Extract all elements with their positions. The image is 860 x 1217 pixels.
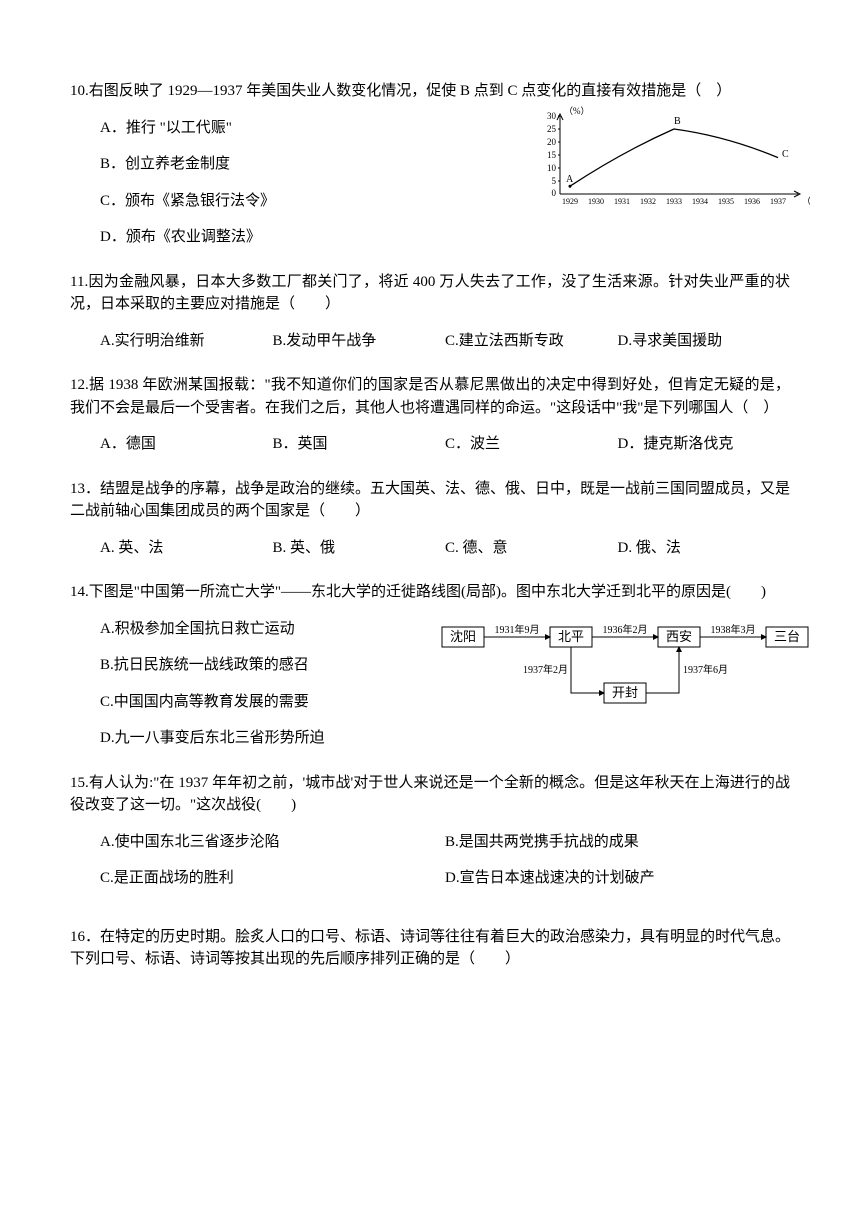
- unemployment-chart: （%） 0 5 10 15 20 25 30 1929 1930 1931: [520, 104, 810, 222]
- option-a: A.实行明治维新: [100, 330, 273, 353]
- question-stem: 11.因为金融风暴，日本大多数工厂都关门了，将近 400 万人失去了工作，没了生…: [70, 271, 790, 316]
- edge-label: 1937年6月: [683, 663, 728, 676]
- y-ticks: 0 5 10 15 20 25 30: [547, 111, 560, 198]
- svg-text:1935: 1935: [718, 197, 734, 206]
- option-b: B.是国共两党携手抗战的成果: [445, 831, 790, 854]
- edge-label: 1938年3月: [711, 623, 756, 636]
- svg-text:1934: 1934: [692, 197, 708, 206]
- options: A.使中国东北三省逐步沦陷 B.是国共两党携手抗战的成果 C.是正面战场的胜利 …: [70, 831, 790, 904]
- svg-text:1931: 1931: [614, 197, 630, 206]
- option-d: D．捷克斯洛伐克: [618, 433, 791, 456]
- option-a: A. 英、法: [100, 537, 273, 560]
- question-stem: 16．在特定的历史时期。脍炙人口的口号、标语、诗词等往往有着巨大的政治感染力，具…: [70, 926, 790, 971]
- svg-text:0: 0: [552, 188, 557, 198]
- question-stem: 10.右图反映了 1929—1937 年美国失业人数变化情况，促使 B 点到 C…: [70, 80, 790, 103]
- point-label-b: B: [674, 116, 681, 127]
- x-axis-label: （年）: [802, 195, 810, 206]
- option-c: C．波兰: [445, 433, 618, 456]
- svg-text:5: 5: [552, 176, 557, 186]
- question-10: 10.右图反映了 1929—1937 年美国失业人数变化情况，促使 B 点到 C…: [70, 80, 790, 249]
- question-stem: 14.下图是"中国第一所流亡大学"——东北大学的迁徙路线图(局部)。图中东北大学…: [70, 581, 790, 604]
- question-11: 11.因为金融风暴，日本大多数工厂都关门了，将近 400 万人失去了工作，没了生…: [70, 271, 790, 353]
- svg-text:1930: 1930: [588, 197, 604, 206]
- option-d: D.宣告日本速战速决的计划破产: [445, 867, 790, 890]
- edge-label: 1937年2月: [523, 663, 568, 676]
- svg-text:25: 25: [547, 124, 557, 134]
- option-c: C. 德、意: [445, 537, 618, 560]
- options: A.实行明治维新 B.发动甲午战争 C.建立法西斯专政 D.寻求美国援助: [70, 330, 790, 353]
- node-beiping: 北平: [558, 629, 584, 644]
- option-a: A．德国: [100, 433, 273, 456]
- option-d: D. 俄、法: [618, 537, 791, 560]
- edge-label: 1936年2月: [603, 623, 648, 636]
- node-santai: 三台: [774, 629, 800, 644]
- line-chart-svg: （%） 0 5 10 15 20 25 30 1929 1930 1931: [520, 104, 810, 214]
- option-b: B.发动甲午战争: [273, 330, 446, 353]
- svg-text:10: 10: [547, 163, 557, 173]
- svg-text:1932: 1932: [640, 197, 656, 206]
- svg-text:1929: 1929: [562, 197, 578, 206]
- svg-text:1936: 1936: [744, 197, 760, 206]
- edge-label: 1931年9月: [495, 623, 540, 636]
- question-15: 15.有人认为:"在 1937 年年初之前，'城市战'对于世人来说还是一个全新的…: [70, 772, 790, 904]
- svg-text:30: 30: [547, 111, 557, 121]
- option-d: D.九一八事变后东北三省形势所迫: [70, 727, 790, 750]
- question-stem: 13．结盟是战争的序幕，战争是政治的继续。五大国英、法、德、俄、日中，既是一战前…: [70, 478, 790, 523]
- svg-text:1933: 1933: [666, 197, 682, 206]
- svg-text:15: 15: [547, 150, 557, 160]
- option-c: C.建立法西斯专政: [445, 330, 618, 353]
- node-shenyang: 沈阳: [450, 629, 476, 644]
- question-stem: 15.有人认为:"在 1937 年年初之前，'城市战'对于世人来说还是一个全新的…: [70, 772, 790, 817]
- node-kaifeng: 开封: [612, 685, 638, 700]
- options: A．德国 B．英国 C．波兰 D．捷克斯洛伐克: [70, 433, 790, 456]
- question-13: 13．结盟是战争的序幕，战争是政治的继续。五大国英、法、德、俄、日中，既是一战前…: [70, 478, 790, 560]
- option-d: D.寻求美国援助: [618, 330, 791, 353]
- question-stem: 12.据 1938 年欧洲某国报载："我不知道你们的国家是否从慕尼黑做出的决定中…: [70, 374, 790, 419]
- question-12: 12.据 1938 年欧洲某国报载："我不知道你们的国家是否从慕尼黑做出的决定中…: [70, 374, 790, 456]
- flowchart-svg: 沈阳 北平 西安 三台 开封 1931年9月 1936年2月 1938年3月 1…: [440, 621, 810, 711]
- question-16: 16．在特定的历史时期。脍炙人口的口号、标语、诗词等往往有着巨大的政治感染力，具…: [70, 926, 790, 971]
- point-label-c: C: [782, 149, 789, 160]
- option-c: C.是正面战场的胜利: [100, 867, 445, 890]
- option-b: B. 英、俄: [273, 537, 446, 560]
- node-xian: 西安: [666, 629, 692, 644]
- question-14: 14.下图是"中国第一所流亡大学"——东北大学的迁徙路线图(局部)。图中东北大学…: [70, 581, 790, 750]
- option-a: A.使中国东北三省逐步沦陷: [100, 831, 445, 854]
- svg-text:20: 20: [547, 137, 557, 147]
- migration-flowchart: 沈阳 北平 西安 三台 开封 1931年9月 1936年2月 1938年3月 1…: [440, 621, 810, 711]
- y-axis-label: （%）: [564, 106, 590, 116]
- options: A. 英、法 B. 英、俄 C. 德、意 D. 俄、法: [70, 537, 790, 560]
- point-label-a: A: [566, 174, 574, 185]
- x-ticks: 1929 1930 1931 1932 1933 1934 1935 1936 …: [562, 197, 786, 206]
- option-b: B．英国: [273, 433, 446, 456]
- option-d: D．颁布《农业调整法》: [70, 226, 790, 249]
- svg-text:1937: 1937: [770, 197, 786, 206]
